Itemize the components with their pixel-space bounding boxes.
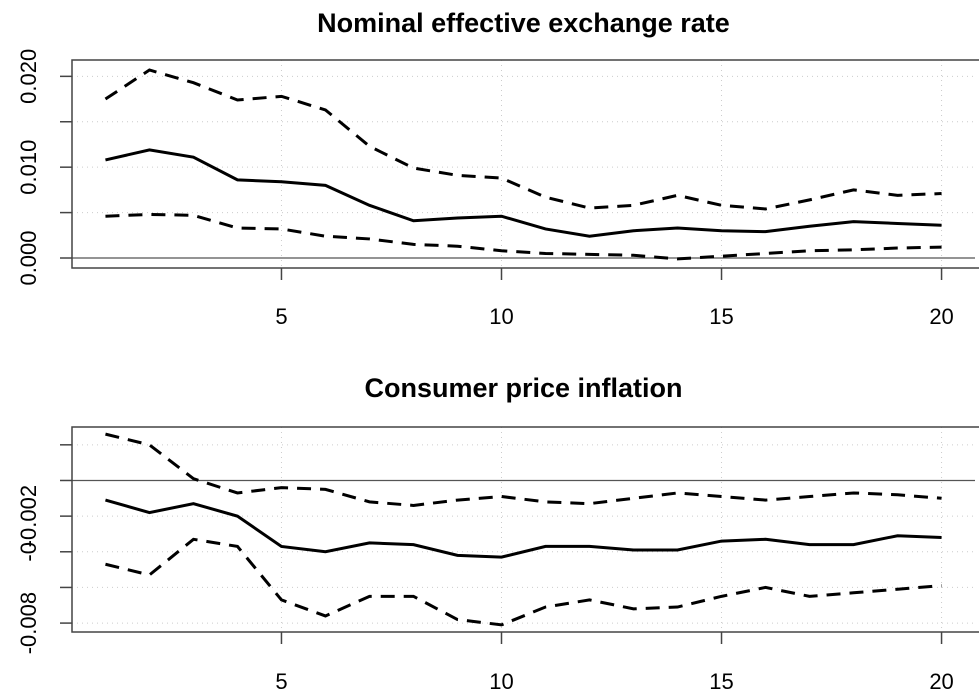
plot-frame bbox=[71, 59, 979, 269]
x-tick-label: 20 bbox=[929, 669, 953, 694]
x-tick-label: 5 bbox=[275, 669, 287, 694]
x-tick-label: 20 bbox=[929, 304, 953, 329]
response-line bbox=[105, 148, 942, 238]
response-line bbox=[105, 498, 942, 559]
x-tick-label: 5 bbox=[275, 304, 287, 329]
band-line bbox=[104, 68, 942, 211]
plot-frame bbox=[71, 426, 979, 633]
x-tick-label: 15 bbox=[709, 304, 733, 329]
y-tick-label: -0.008 bbox=[16, 592, 41, 654]
y-tick-label: 0.000 bbox=[16, 230, 41, 285]
y-tick-label: -0 bbox=[16, 542, 41, 562]
y-tick-label: 0.010 bbox=[16, 140, 41, 195]
chart-title: Consumer price inflation bbox=[364, 373, 682, 403]
band-line bbox=[105, 212, 942, 261]
y-tick-label: 0.020 bbox=[16, 49, 41, 104]
x-tick-label: 10 bbox=[489, 304, 513, 329]
x-tick-label: 15 bbox=[709, 669, 733, 694]
band-line bbox=[105, 537, 942, 627]
chart-title: Nominal effective exchange rate bbox=[317, 8, 730, 38]
band-line bbox=[105, 432, 942, 507]
x-tick-label: 10 bbox=[489, 669, 513, 694]
y-tick-label: -0.002 bbox=[16, 485, 41, 547]
